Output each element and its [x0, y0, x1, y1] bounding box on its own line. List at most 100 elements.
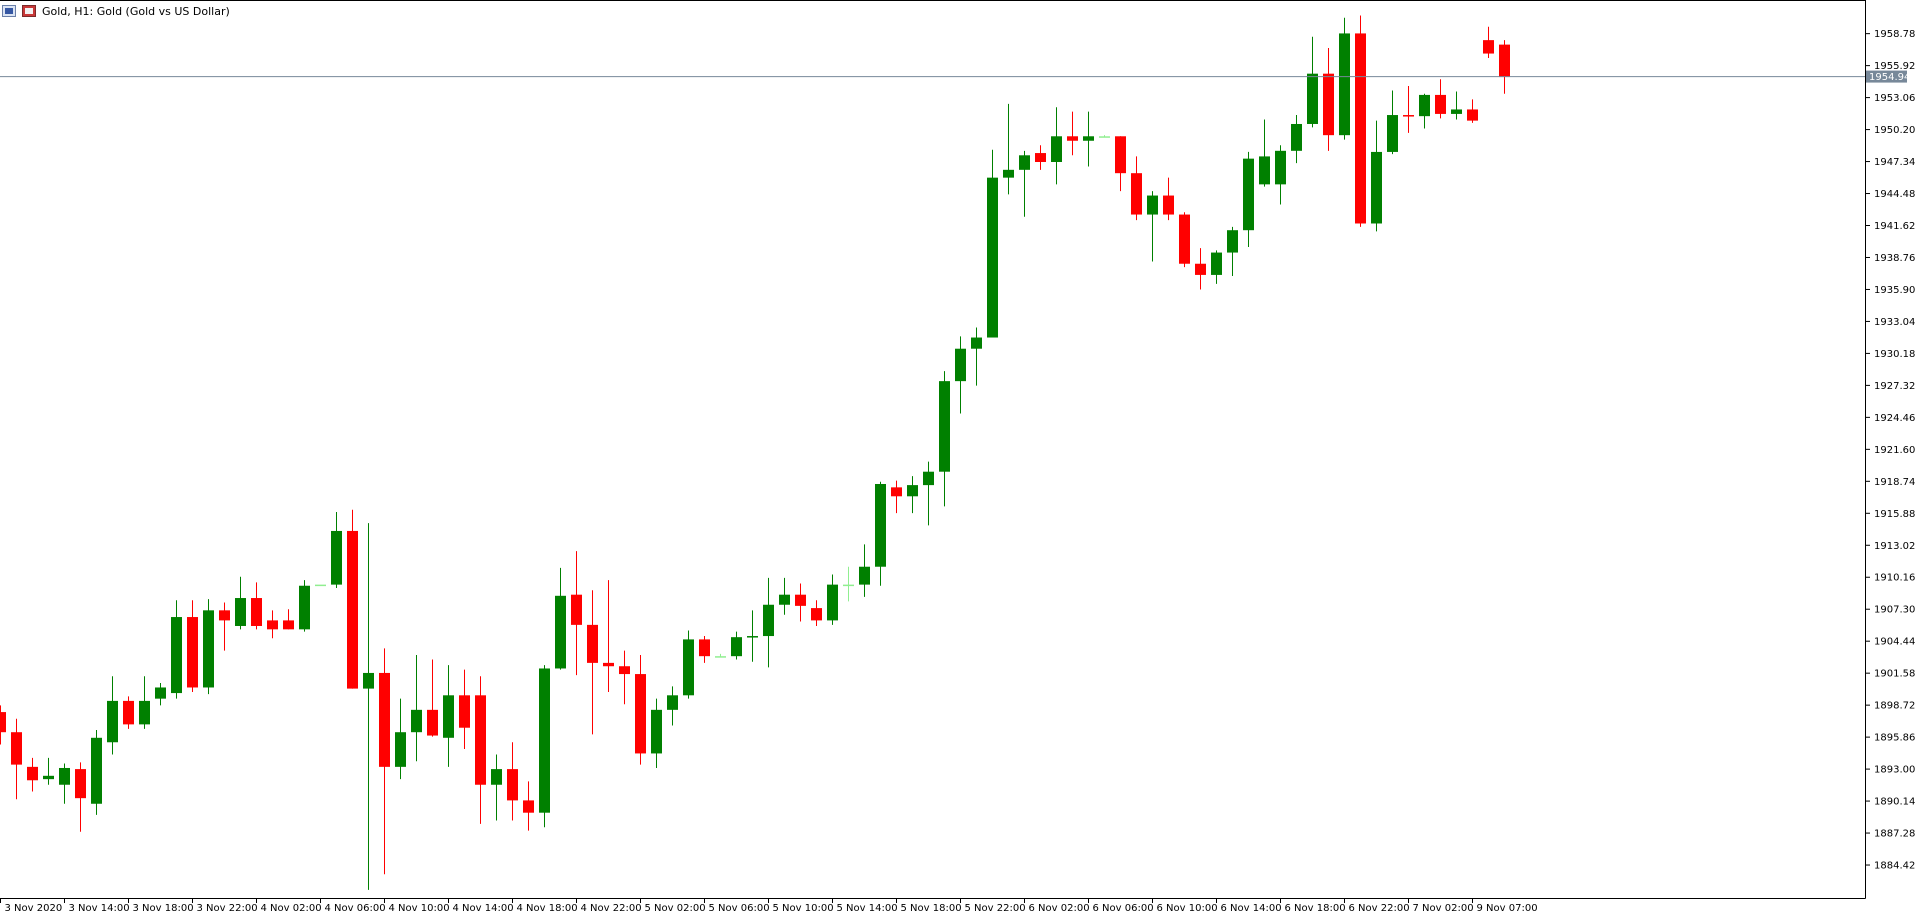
price-tick-label: 1947.34	[1874, 157, 1915, 168]
candle	[459, 669, 470, 749]
chart-window-icon[interactable]	[2, 5, 16, 17]
time-tick-label: 5 Nov 02:00	[645, 903, 706, 914]
candle-body	[27, 766, 38, 781]
candle	[987, 149, 998, 338]
current-price-label: 1954.94	[1869, 72, 1910, 83]
candle-body	[907, 485, 918, 497]
candle	[1067, 111, 1078, 156]
candle-body	[1403, 115, 1414, 117]
price-tick-label: 1910.16	[1874, 573, 1915, 584]
candle	[1227, 226, 1238, 277]
candle-body	[1371, 151, 1382, 224]
symbol-window-icon[interactable]	[22, 5, 36, 17]
candle-body	[1003, 169, 1014, 178]
candle-body	[1131, 173, 1142, 215]
candle	[1211, 250, 1222, 284]
candle	[139, 676, 150, 729]
price-tick-label: 1901.58	[1874, 669, 1915, 680]
candle-body	[843, 584, 854, 587]
time-tick-label: 3 Nov 18:00	[133, 903, 194, 914]
candle	[715, 653, 726, 658]
candle-body	[395, 732, 406, 767]
candle	[1275, 145, 1286, 205]
candle	[1483, 26, 1494, 59]
candle-body	[715, 656, 726, 658]
candle	[811, 600, 822, 626]
candle-body	[155, 687, 166, 699]
price-tick-label: 1953.06	[1874, 93, 1915, 104]
candle	[171, 600, 182, 699]
candle-body	[1291, 123, 1302, 151]
candle-body	[539, 668, 550, 813]
candle	[1259, 119, 1270, 187]
candle	[1163, 177, 1174, 221]
candle	[667, 686, 678, 726]
time-tick-label: 6 Nov 10:00	[1157, 903, 1218, 914]
time-axis[interactable]: 3 Nov 2020 3 Nov 14:00 3 Nov 18:00 3 Nov 22…	[0, 898, 1538, 914]
price-tick-label: 1941.62	[1874, 221, 1915, 232]
price-tick-label: 1933.04	[1874, 317, 1915, 328]
time-tick-label: 6 Nov 18:00	[1285, 903, 1346, 914]
candle-body	[379, 672, 390, 767]
candle	[507, 742, 518, 821]
candle	[1435, 79, 1446, 119]
candle-body	[267, 620, 278, 630]
candle	[1179, 212, 1190, 268]
candle	[891, 480, 902, 514]
candle	[219, 602, 230, 651]
candle	[251, 582, 262, 630]
candle	[1019, 150, 1030, 217]
candle-body	[219, 610, 230, 621]
candle	[923, 461, 934, 526]
candle	[187, 600, 198, 692]
candle-body	[555, 595, 566, 669]
price-tick-label: 1913.02	[1874, 541, 1915, 552]
candle	[0, 705, 6, 745]
candle-body	[315, 584, 326, 587]
candle-body	[731, 637, 742, 657]
candle-body	[1243, 158, 1254, 231]
candle-body	[1339, 33, 1350, 136]
price-tick-label: 1898.72	[1874, 701, 1915, 712]
candle	[475, 676, 486, 824]
time-tick-label: 4 Nov 22:00	[581, 903, 642, 914]
candle	[555, 567, 566, 670]
candle	[1419, 93, 1430, 129]
time-tick-label: 4 Nov 10:00	[389, 903, 450, 914]
candle-body	[235, 598, 246, 626]
price-tick-label: 1950.20	[1874, 125, 1915, 136]
candle	[571, 551, 582, 676]
candle	[491, 754, 502, 821]
candle	[699, 636, 710, 663]
price-tick-label: 1918.74	[1874, 477, 1915, 488]
time-tick-label: 4 Nov 18:00	[517, 903, 578, 914]
candle	[1355, 15, 1366, 227]
candle-body	[747, 636, 758, 638]
candle-body	[283, 620, 294, 630]
candle-body	[251, 598, 262, 626]
candle	[1131, 156, 1142, 221]
candle-body	[1067, 136, 1078, 141]
time-tick-label: 3 Nov 14:00	[69, 903, 130, 914]
candle	[1339, 17, 1350, 140]
candle-body	[203, 610, 214, 688]
candle-body	[795, 594, 806, 606]
price-tick-label: 1944.48	[1874, 189, 1915, 200]
candle	[971, 327, 982, 386]
candle-body	[619, 666, 630, 675]
candle	[1451, 91, 1462, 120]
candle-body	[1483, 40, 1494, 54]
candle	[331, 511, 342, 588]
candle-body	[1051, 136, 1062, 162]
price-axis[interactable]: 1958.78 1955.92 1953.06 1950.20 1947.34 1944.…	[1865, 29, 1915, 872]
time-tick-label: 5 Nov 06:00	[709, 903, 770, 914]
candle-body	[1211, 252, 1222, 275]
price-tick-label: 1884.42	[1874, 861, 1915, 872]
candle	[427, 659, 438, 737]
candle	[1035, 145, 1046, 170]
candle-body	[987, 177, 998, 338]
candle	[59, 763, 70, 804]
candle-body	[651, 709, 662, 754]
